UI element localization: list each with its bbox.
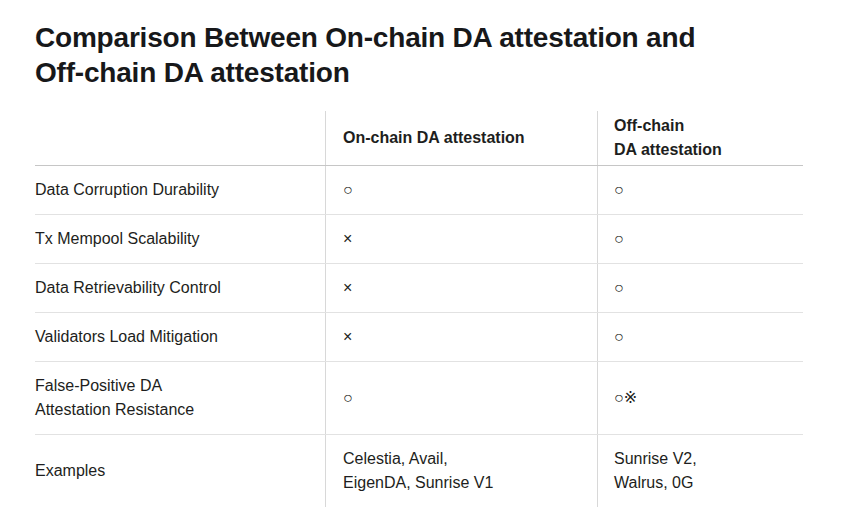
table-row: Data Retrievability Control × ○ bbox=[35, 264, 803, 313]
table-row: Data Corruption Durability ○ ○ bbox=[35, 166, 803, 215]
page-title-line-2: Off-chain DA attestation bbox=[35, 55, 803, 90]
header-cell-offchain: Off-chain DA attestation bbox=[597, 111, 803, 165]
offchain-value: ○ bbox=[597, 166, 803, 214]
row-label: Examples bbox=[35, 435, 325, 507]
offchain-value: ○※ bbox=[597, 362, 803, 434]
onchain-value: Celestia, Avail, EigenDA, Sunrise V1 bbox=[325, 435, 597, 507]
header-cell-feature bbox=[35, 111, 325, 165]
onchain-value: ○ bbox=[325, 362, 597, 434]
onchain-value: × bbox=[325, 215, 597, 263]
offchain-value: ○ bbox=[597, 264, 803, 312]
page-title-line-1: Comparison Between On-chain DA attestati… bbox=[35, 20, 803, 55]
row-label: Data Retrievability Control bbox=[35, 264, 325, 312]
onchain-value: × bbox=[325, 313, 597, 361]
row-label: Tx Mempool Scalability bbox=[35, 215, 325, 263]
row-label: Data Corruption Durability bbox=[35, 166, 325, 214]
onchain-value: ○ bbox=[325, 166, 597, 214]
table-header-row: On-chain DA attestation Off-chain DA att… bbox=[35, 111, 803, 166]
header-cell-onchain: On-chain DA attestation bbox=[325, 111, 597, 165]
comparison-table: On-chain DA attestation Off-chain DA att… bbox=[35, 111, 803, 507]
offchain-value: ○ bbox=[597, 215, 803, 263]
offchain-value: ○ bbox=[597, 313, 803, 361]
page: Comparison Between On-chain DA attestati… bbox=[0, 0, 844, 507]
table-row: Examples Celestia, Avail, EigenDA, Sunri… bbox=[35, 435, 803, 507]
page-title: Comparison Between On-chain DA attestati… bbox=[35, 20, 803, 90]
offchain-value: Sunrise V2, Walrus, 0G bbox=[597, 435, 803, 507]
onchain-value: × bbox=[325, 264, 597, 312]
row-label: False-Positive DA Attestation Resistance bbox=[35, 362, 325, 434]
table-row: False-Positive DA Attestation Resistance… bbox=[35, 362, 803, 435]
table-body: Data Corruption Durability ○ ○ Tx Mempoo… bbox=[35, 166, 803, 507]
table-row: Validators Load Mitigation × ○ bbox=[35, 313, 803, 362]
row-label: Validators Load Mitigation bbox=[35, 313, 325, 361]
table-row: Tx Mempool Scalability × ○ bbox=[35, 215, 803, 264]
